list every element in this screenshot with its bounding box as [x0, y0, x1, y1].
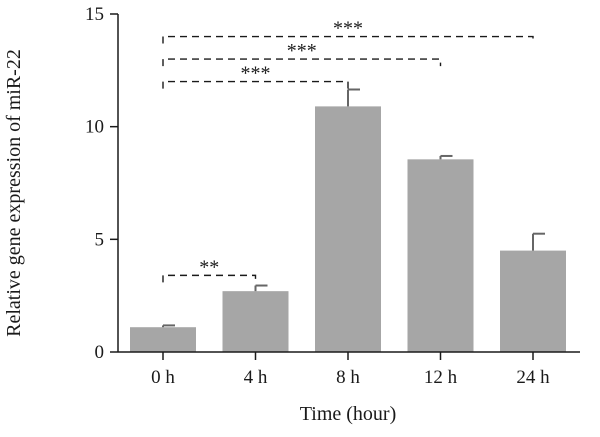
significance-label: *** [241, 63, 271, 85]
x-tick-label: 0 h [151, 367, 175, 388]
error-bars-layer [162, 88, 545, 328]
bar [315, 106, 381, 353]
y-axis-title: Relative gene expression of miR-22 [3, 49, 25, 337]
y-ticks-layer: 0 5 10 15 [85, 4, 118, 363]
y-tick-label: 15 [85, 4, 104, 25]
bar [407, 159, 474, 352]
significance-bracket: ** [162, 256, 257, 283]
x-tick-label: 8 h [336, 367, 360, 388]
bars-layer [130, 106, 566, 353]
significance-bracket: *** [162, 18, 534, 44]
error-bar [162, 324, 175, 328]
bar [130, 327, 196, 352]
significance-bracket: *** [162, 63, 349, 89]
significance-label: *** [333, 18, 363, 40]
y-tick-label: 10 [85, 117, 104, 138]
x-tick-label: 4 h [244, 367, 268, 388]
error-bar [254, 284, 268, 292]
error-bar [439, 154, 453, 160]
significance-layer: *********** [162, 18, 534, 283]
significance-label: ** [199, 256, 219, 278]
x-tick-label: 24 h [516, 367, 550, 388]
significance-label: *** [287, 40, 317, 62]
bar [500, 250, 566, 352]
y-tick-label: 0 [95, 342, 105, 363]
bar [222, 291, 289, 352]
y-tick-label: 5 [95, 229, 105, 250]
error-bar [347, 88, 360, 107]
x-ticks-layer: 0 h 4 h 8 h 12 h 24 h [151, 352, 550, 388]
axes-layer [117, 14, 580, 353]
x-axis-title: Time (hour) [300, 403, 396, 425]
error-bar [532, 232, 545, 251]
x-tick-label: 12 h [424, 367, 458, 388]
significance-bracket: *** [162, 40, 442, 67]
